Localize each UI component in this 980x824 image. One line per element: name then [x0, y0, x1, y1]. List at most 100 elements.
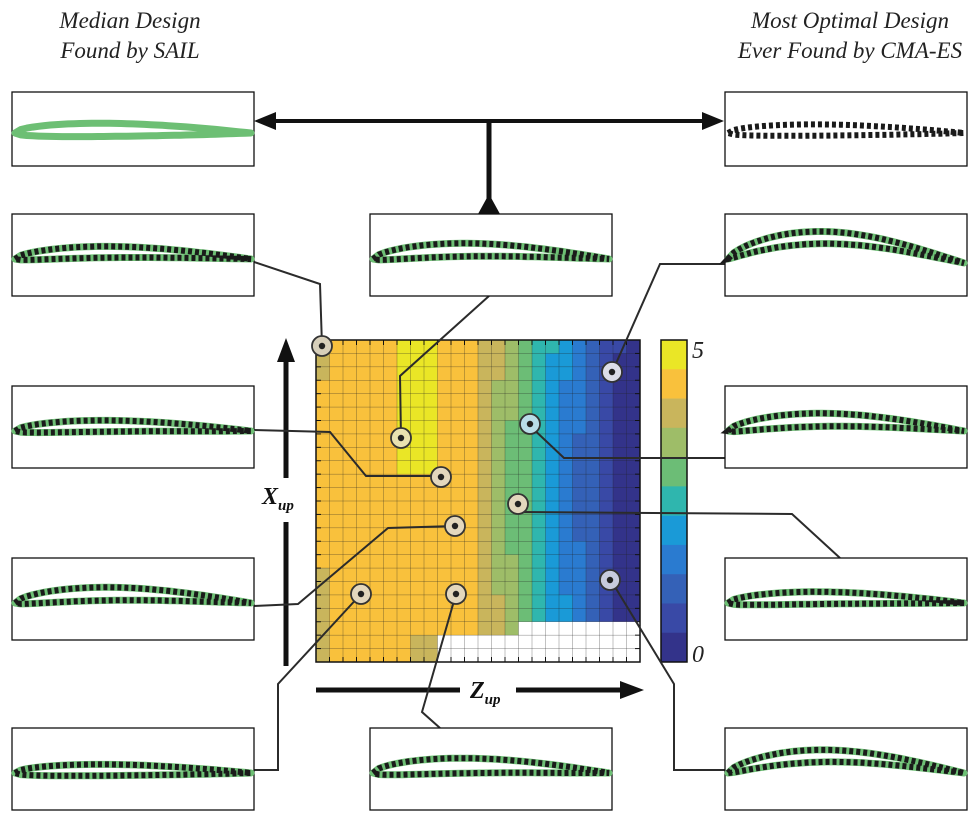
heatmap-cell [316, 353, 330, 368]
heatmap-cell [491, 474, 506, 488]
heatmap-cell [572, 380, 587, 395]
title-median-line1: Median Design [59, 8, 201, 33]
leader-line [398, 295, 490, 439]
heatmap-cell [329, 635, 344, 649]
heatmap-cell [545, 581, 560, 596]
heatmap-cell [518, 460, 533, 475]
heatmap-cell [370, 514, 384, 529]
heatmap-cell [572, 581, 587, 596]
panel-left-2 [6, 385, 255, 469]
heatmap-cell [383, 568, 398, 582]
heatmap-cell [437, 420, 452, 435]
heatmap-cell [329, 501, 344, 515]
heatmap-cell [464, 366, 479, 381]
heatmap-cell [464, 608, 479, 623]
heatmap-cell [586, 621, 600, 636]
heatmap-cell [370, 554, 384, 569]
heatmap-cell [626, 621, 641, 636]
heatmap-cell [370, 608, 384, 623]
heatmap-cell [356, 501, 371, 515]
title-optimal-design: Most Optimal Design Ever Found by CMA-ES [720, 6, 980, 66]
heatmap-cell [572, 621, 587, 636]
heatmap-cell [518, 554, 533, 569]
heatmap-cell [343, 340, 357, 354]
heatmap-cell [424, 594, 438, 609]
heatmap-cell [397, 648, 411, 663]
heatmap-cell [532, 366, 546, 381]
heatmap-cell [559, 420, 573, 435]
heatmap-cell [599, 474, 614, 488]
heatmap-cell [410, 433, 425, 448]
heatmap-cell [370, 460, 384, 475]
heatmap-cell [464, 474, 479, 488]
heatmap-cell [316, 594, 330, 609]
heatmap-cell [626, 353, 641, 368]
heatmap-cell [424, 420, 438, 435]
heatmap-cell [559, 353, 573, 368]
heatmap-cell [599, 648, 614, 663]
heatmap-cell [451, 407, 465, 421]
y-axis-label-main: X [261, 484, 279, 510]
heatmap-cell [505, 433, 519, 448]
heatmap-cell [410, 581, 425, 596]
heatmap-cell [383, 353, 398, 368]
heatmap-cell [545, 487, 560, 502]
heatmap-cell [343, 621, 357, 636]
heatmap-cell [599, 608, 614, 623]
heatmap-cell [316, 541, 330, 556]
heatmap-cell [410, 635, 425, 649]
heatmap-cell [424, 648, 438, 663]
heatmap-cell [518, 514, 533, 529]
heatmap-cell [464, 594, 479, 609]
heatmap-cell [410, 621, 425, 636]
heatmap-cell [383, 447, 398, 462]
heatmap-cell [343, 407, 357, 421]
cmaes-airfoil-shape [719, 746, 965, 777]
heatmap-cell [613, 635, 627, 649]
heatmap-cell [518, 474, 533, 488]
heatmap-cell [316, 380, 330, 395]
heatmap-cell [478, 366, 492, 381]
heatmap-cell [532, 541, 546, 556]
heatmap-cell [532, 635, 546, 649]
cmaes-airfoil-shape [718, 228, 965, 266]
panel-left-3 [7, 557, 255, 641]
heatmap-cell [316, 447, 330, 462]
heatmap-cell [370, 621, 384, 636]
colorbar-swatch [661, 603, 687, 634]
heatmap-cell [451, 648, 465, 663]
heatmap-cell [586, 474, 600, 488]
heatmap-cell [586, 581, 600, 596]
heatmap-cell [329, 460, 344, 475]
heatmap-cell [559, 541, 573, 556]
heatmap-cell [532, 433, 546, 448]
heatmap-cell [356, 514, 371, 529]
colorbar-swatch [661, 340, 687, 370]
heatmap-cell [532, 487, 546, 502]
heatmap-cell [343, 527, 357, 542]
heatmap-cell [329, 581, 344, 596]
heatmap-cell [599, 514, 614, 529]
heatmap-cell [586, 487, 600, 502]
heatmap-cell [518, 393, 533, 408]
heatmap-cell [626, 581, 641, 596]
heatmap-cell [424, 541, 438, 556]
heatmap-cell [316, 608, 330, 623]
heatmap-cell [532, 447, 546, 462]
heatmap-cell [451, 340, 465, 354]
heatmap-cell [356, 433, 371, 448]
heatmap-cell [356, 420, 371, 435]
heatmap-cell [451, 380, 465, 395]
heatmap-cell [383, 407, 398, 421]
colorbar-swatch [661, 574, 687, 604]
heatmap-cell [559, 581, 573, 596]
heatmap-cell [343, 608, 357, 623]
heatmap-cell [532, 514, 546, 529]
sample-marker [601, 361, 623, 383]
heatmap-cell [316, 554, 330, 569]
leader-line [613, 263, 725, 369]
heatmap-cell [572, 447, 587, 462]
heatmap-cell [397, 621, 411, 636]
panel-optimal-cmaes [719, 91, 968, 167]
